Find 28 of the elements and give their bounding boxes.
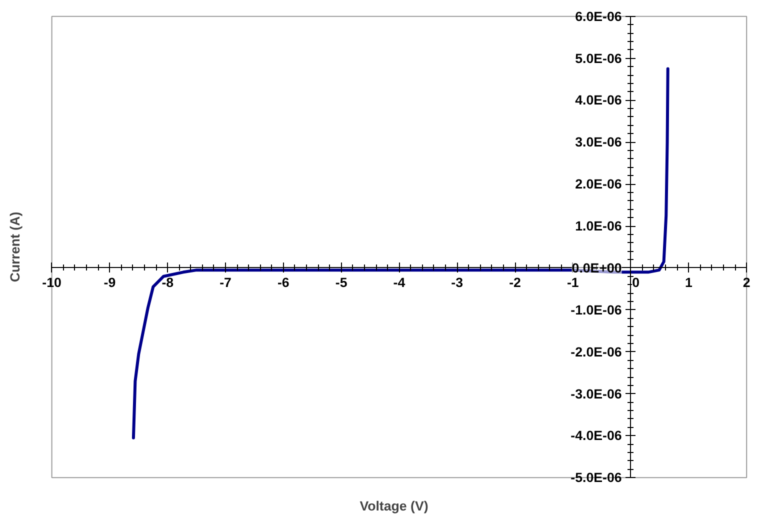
y-axis-title: Current (A) bbox=[8, 212, 22, 282]
y-tick-label: -2.0E-06 bbox=[570, 344, 622, 360]
y-tick-label: -5.0E-06 bbox=[570, 470, 622, 486]
x-tick-label: -1 bbox=[566, 274, 580, 290]
x-tick-label: -10 bbox=[42, 274, 62, 290]
x-tick-label: -6 bbox=[277, 274, 290, 290]
x-axis-title: Voltage (V) bbox=[360, 498, 428, 514]
x-tick-label: -5 bbox=[335, 274, 348, 290]
y-tick-label: 0.0E+00 bbox=[572, 260, 622, 276]
y-tick-label: 1.0E-06 bbox=[575, 218, 622, 234]
x-tick-label: 0 bbox=[632, 274, 640, 290]
y-tick-label: 2.0E-06 bbox=[575, 176, 622, 192]
x-tick-label: -7 bbox=[220, 274, 232, 290]
y-tick-label: 3.0E-06 bbox=[575, 134, 622, 150]
y-tick-label: -3.0E-06 bbox=[570, 386, 622, 402]
x-tick-label: 1 bbox=[685, 274, 693, 290]
line-series bbox=[132, 67, 670, 440]
x-tick-label: -9 bbox=[104, 274, 116, 290]
y-tick-label: 6.0E-06 bbox=[575, 8, 622, 24]
y-tick-label: -1.0E-06 bbox=[570, 302, 622, 318]
y-tick-label: -4.0E-06 bbox=[570, 428, 622, 444]
y-tick-label: 4.0E-06 bbox=[575, 92, 622, 108]
x-tick-label: -8 bbox=[162, 274, 174, 290]
y-tick-label: 5.0E-06 bbox=[575, 50, 622, 66]
x-tick-label: -4 bbox=[393, 274, 406, 290]
x-tick-label: -2 bbox=[509, 274, 521, 290]
x-tick-label: 2 bbox=[742, 274, 750, 290]
x-tick-label: -3 bbox=[451, 274, 464, 290]
